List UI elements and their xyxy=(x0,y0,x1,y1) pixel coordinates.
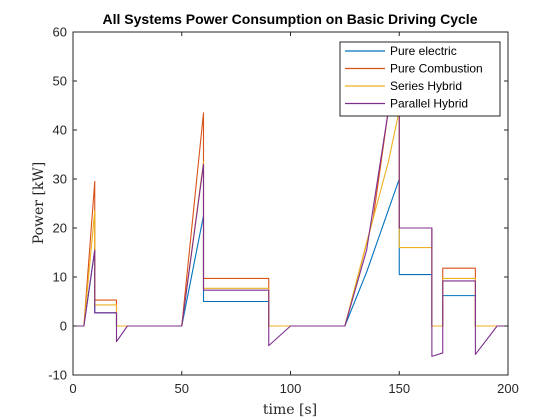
y-tick-label: 0 xyxy=(60,319,67,334)
legend-label: Pure Combustion xyxy=(390,62,483,76)
y-tick-label: 10 xyxy=(53,270,67,285)
x-tick-label: 50 xyxy=(175,381,189,396)
series-line-parallel-hybrid xyxy=(73,109,508,357)
x-tick-label: 100 xyxy=(280,381,302,396)
y-tick-label: 30 xyxy=(53,172,67,187)
series-layer xyxy=(73,109,508,357)
y-tick-label: 60 xyxy=(53,25,67,40)
y-tick-label: 50 xyxy=(53,74,67,89)
legend-label: Pure electric xyxy=(390,44,457,58)
legend: Pure electric Pure Combustion Series Hybri… xyxy=(339,41,501,117)
x-tick-label: 200 xyxy=(497,381,519,396)
y-tick-label: -10 xyxy=(48,368,67,383)
legend-label: Parallel Hybrid xyxy=(390,97,468,111)
y-tick-label: 20 xyxy=(53,221,67,236)
x-tick-label: 0 xyxy=(69,381,76,396)
y-axis-label: Power [kW] xyxy=(31,162,47,245)
x-axis-label: time [s] xyxy=(263,402,317,418)
x-tick-label: 150 xyxy=(388,381,410,396)
chart-title: All Systems Power Consumption on Basic D… xyxy=(103,11,478,27)
legend-label: Series Hybrid xyxy=(390,79,462,93)
y-tick-label: 40 xyxy=(53,123,67,138)
